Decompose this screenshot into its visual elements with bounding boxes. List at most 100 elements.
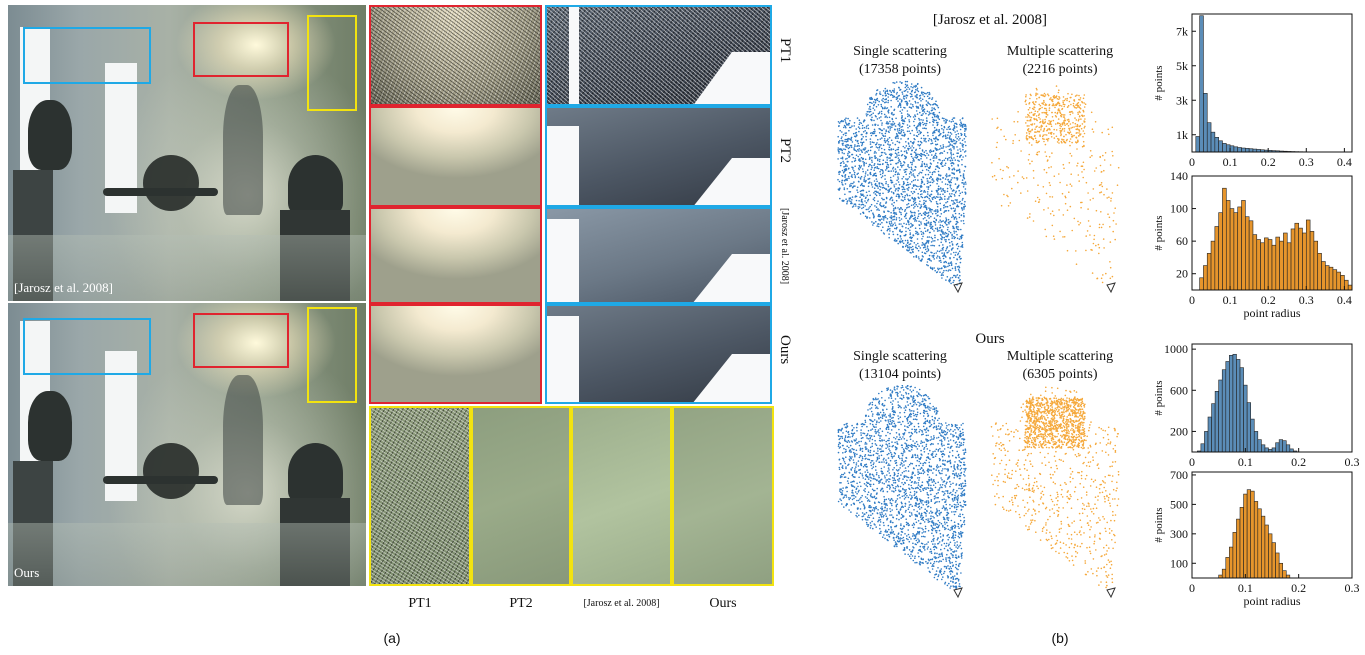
point-cloud-dot [880,154,883,157]
point-cloud-dot [996,141,998,144]
point-cloud-dot [942,494,945,496]
point-cloud-dot [847,147,850,150]
point-cloud-dot [953,157,955,159]
point-cloud-dot [875,473,878,476]
point-cloud-dot [1035,93,1037,96]
point-cloud-dot [933,210,936,212]
point-cloud-dot [916,217,919,219]
point-cloud-dot [948,145,951,147]
point-cloud-dot [865,446,867,448]
point-cloud-dot [924,422,927,425]
point-cloud-dot [954,556,957,559]
point-cloud-dot [901,454,904,457]
point-cloud-dot [915,491,918,494]
point-cloud-dot [853,181,855,183]
point-cloud-dot [942,177,945,179]
point-cloud-dot [924,217,926,219]
point-cloud-dot [912,522,915,525]
point-cloud-dot [942,459,944,462]
point-cloud-dot [852,434,854,436]
point-cloud-dot [859,454,862,457]
point-cloud-dot [914,201,917,204]
point-cloud-dot [897,485,899,488]
point-cloud-dot [1063,127,1066,130]
point-cloud-dot [936,143,939,146]
point-cloud-dot [870,165,873,167]
point-cloud-dot [882,219,885,221]
point-cloud-dot [949,461,952,463]
point-cloud-dot [954,566,957,569]
point-cloud-dot [880,176,883,179]
point-cloud-dot [876,472,878,474]
point-cloud-dot [923,448,925,450]
point-cloud-dot [889,216,891,219]
point-cloud-dot [950,519,953,522]
point-cloud-dot [916,238,919,240]
table-silhouette [103,476,218,484]
point-cloud-dot [927,211,930,214]
point-cloud-dot [865,201,868,204]
point-cloud-dot [959,434,962,436]
point-cloud-dot [932,472,934,474]
point-cloud-dot [933,548,936,551]
point-cloud-dot [1075,250,1077,252]
point-cloud-dot [879,223,881,225]
point-cloud-dot [853,203,856,205]
point-cloud-dot [925,200,927,203]
point-cloud-dot [926,120,928,123]
point-cloud-dot [930,466,932,468]
point-cloud-dot [877,167,880,170]
point-cloud-dot [928,461,930,464]
point-cloud-dot [922,400,924,402]
point-cloud-dot [1020,192,1022,194]
point-cloud-dot [919,124,921,127]
point-cloud-dot [1026,125,1029,127]
point-cloud-dot [851,456,853,458]
point-cloud-dot [1017,170,1019,172]
point-cloud-dot [934,552,936,554]
point-cloud-dot [927,473,929,476]
point-cloud-dot [949,529,951,531]
point-cloud-dot [848,177,850,180]
point-cloud-dot [904,198,906,201]
point-cloud-dot [916,174,919,177]
point-cloud-dot [919,227,921,230]
point-cloud-dot [1066,97,1068,100]
point-cloud-dot [954,510,957,513]
point-cloud-dot [915,403,918,406]
point-cloud-dot [897,470,899,472]
point-cloud-dot [855,128,857,130]
point-cloud-dot [932,113,935,116]
point-cloud-dot [960,494,962,497]
point-cloud-dot [948,556,951,559]
point-cloud-dot [1081,145,1084,148]
point-cloud-dot [854,145,856,148]
point-cloud-dot [906,535,908,537]
point-cloud-dot [932,543,934,545]
point-cloud-dot [939,459,941,462]
point-cloud-dot [919,412,922,415]
point-cloud-dot [1020,150,1022,152]
point-cloud-dot [925,92,927,95]
point-cloud-dot [860,204,862,206]
point-cloud-dot [893,452,896,454]
point-cloud-dot [898,208,901,211]
point-cloud-dot [1000,204,1003,207]
point-cloud-dot [868,153,870,156]
point-cloud-dot [927,453,930,455]
point-cloud-dot [863,185,865,187]
point-cloud-dot [1003,193,1005,196]
point-cloud-dot [913,137,915,140]
point-cloud-dot [881,124,883,126]
point-cloud-dot [959,119,961,121]
point-cloud-dot [849,497,852,499]
point-cloud-dot [905,475,907,477]
point-cloud-dot [916,391,918,393]
point-cloud-dot [964,123,967,126]
point-cloud-dot [871,509,874,511]
point-cloud-dot [931,98,933,101]
yellow-highlight-box [307,15,357,111]
point-cloud-dot [1048,132,1050,134]
point-cloud-dot [935,469,937,471]
point-cloud-dot [950,154,953,156]
